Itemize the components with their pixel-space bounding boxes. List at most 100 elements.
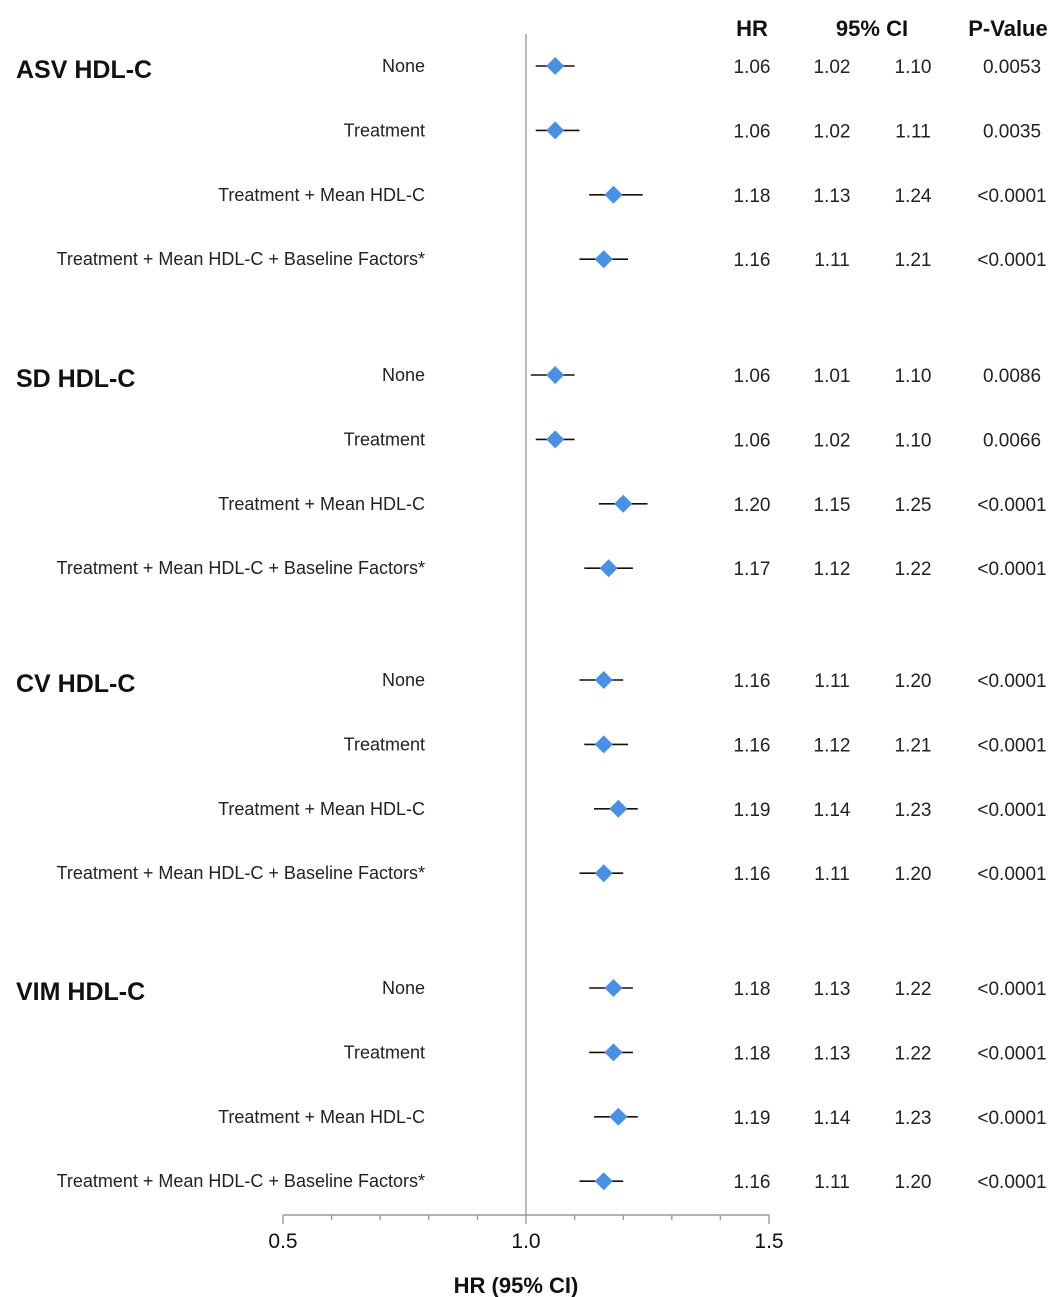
ci-upper-value: 1.21 [895, 735, 932, 756]
ci-lower-value: 1.12 [814, 735, 851, 756]
ci-upper-value: 1.11 [895, 121, 931, 142]
adjustment-label: Treatment + Mean HDL-C + Baseline Factor… [57, 863, 425, 883]
ci-upper-value: 1.10 [895, 366, 932, 387]
hr-marker [594, 1172, 613, 1191]
p-value: 0.0086 [983, 366, 1041, 387]
hr-value: 1.18 [734, 186, 771, 207]
adjustment-label: None [382, 56, 425, 76]
forest-row: Treatment + Mean HDL-C + Baseline Factor… [57, 1171, 1047, 1193]
hr-value: 1.16 [734, 671, 771, 692]
hr-value: 1.06 [734, 366, 771, 387]
group-title: CV HDL-C [16, 670, 135, 698]
forest-row: Treatment + Mean HDL-C + Baseline Factor… [57, 249, 1047, 271]
hr-marker [546, 57, 565, 75]
ci-lower-value: 1.02 [814, 57, 851, 78]
forest-row: Treatment 1.16 1.12 1.21 <0.0001 [344, 734, 1047, 756]
forest-row: None 1.06 1.01 1.10 0.0086 [382, 365, 1041, 387]
adjustment-label: Treatment + Mean HDL-C [218, 1107, 425, 1127]
ci-upper-value: 1.24 [895, 186, 932, 207]
ci-lower-value: 1.11 [814, 250, 850, 271]
p-value: <0.0001 [977, 495, 1046, 516]
group-title: VIM HDL-C [16, 978, 145, 1006]
p-value: <0.0001 [977, 1043, 1046, 1064]
hr-marker [546, 121, 565, 140]
adjustment-label: Treatment + Mean HDL-C + Baseline Factor… [57, 558, 425, 578]
hr-value: 1.18 [734, 979, 771, 1000]
forest-row: Treatment 1.06 1.02 1.11 0.0035 [344, 120, 1041, 142]
ci-upper-value: 1.10 [895, 430, 932, 451]
adjustment-label: Treatment [344, 1042, 425, 1062]
hr-value: 1.06 [734, 430, 771, 451]
p-value: 0.0053 [983, 57, 1041, 78]
forest-row: None 1.18 1.13 1.22 <0.0001 [382, 978, 1047, 1000]
hr-marker [594, 864, 613, 883]
p-value: <0.0001 [977, 250, 1046, 271]
ci-lower-value: 1.12 [814, 559, 851, 580]
ci-upper-value: 1.21 [895, 250, 932, 271]
hr-value: 1.20 [734, 495, 771, 516]
adjustment-label: Treatment + Mean HDL-C + Baseline Factor… [57, 1171, 425, 1191]
ci-upper-value: 1.22 [895, 1043, 932, 1064]
x-tick-label: 0.5 [268, 1230, 297, 1253]
ci-upper-value: 1.22 [895, 979, 932, 1000]
forest-row: Treatment + Mean HDL-C 1.19 1.14 1.23 <0.000… [218, 799, 1047, 821]
ci-upper-value: 1.10 [895, 57, 932, 78]
adjustment-label: None [382, 670, 425, 690]
header-p-value: P-Value [968, 16, 1047, 41]
p-value: <0.0001 [977, 559, 1046, 580]
hr-marker [614, 494, 633, 513]
forest-row: Treatment + Mean HDL-C + Baseline Factor… [57, 558, 1047, 580]
forest-row: Treatment + Mean HDL-C + Baseline Factor… [57, 863, 1047, 885]
hr-value: 1.17 [734, 559, 771, 580]
p-value: <0.0001 [977, 864, 1046, 885]
p-value: <0.0001 [977, 186, 1046, 207]
hr-marker [594, 671, 613, 689]
p-value: <0.0001 [977, 671, 1046, 692]
forest-row: Treatment + Mean HDL-C 1.19 1.14 1.23 <0.000… [218, 1107, 1047, 1129]
hr-marker [594, 250, 613, 269]
p-value: <0.0001 [977, 979, 1046, 1000]
hr-value: 1.16 [734, 250, 771, 271]
p-value: 0.0035 [983, 121, 1041, 142]
hr-value: 1.06 [734, 121, 771, 142]
ci-lower-value: 1.14 [814, 800, 851, 821]
p-value: <0.0001 [977, 1108, 1046, 1129]
x-axis-label: HR (95% CI) [454, 1273, 579, 1297]
group-title: SD HDL-C [16, 365, 135, 393]
ci-lower-value: 1.14 [814, 1108, 851, 1129]
ci-upper-value: 1.20 [895, 864, 932, 885]
hr-marker [609, 799, 628, 818]
hr-value: 1.06 [734, 57, 771, 78]
hr-marker [599, 559, 618, 578]
x-tick-label: 1.5 [754, 1230, 783, 1253]
hr-marker [546, 430, 565, 449]
hr-value: 1.16 [734, 864, 771, 885]
header-ci: 95% CI [836, 16, 908, 41]
ci-lower-value: 1.11 [814, 1172, 850, 1193]
ci-lower-value: 1.01 [814, 366, 851, 387]
hr-marker [609, 1107, 628, 1126]
ci-lower-value: 1.15 [814, 495, 851, 516]
forest-row: Treatment + Mean HDL-C 1.20 1.15 1.25 <0.000… [218, 494, 1047, 516]
forest-row: Treatment + Mean HDL-C 1.18 1.13 1.24 <0.000… [218, 185, 1047, 207]
adjustment-label: Treatment + Mean HDL-C [218, 185, 425, 205]
hr-marker [594, 735, 613, 754]
adjustment-label: Treatment [344, 734, 425, 754]
x-tick-label: 1.0 [511, 1230, 540, 1253]
hr-value: 1.19 [734, 1108, 771, 1129]
forest-row: None 1.06 1.02 1.10 0.0053 [382, 56, 1041, 78]
ci-lower-value: 1.13 [814, 1043, 851, 1064]
hr-marker [604, 185, 623, 204]
ci-upper-value: 1.23 [895, 800, 932, 821]
x-axis: 0.5 1.0 1.5 [268, 1214, 784, 1253]
hr-marker [604, 979, 623, 997]
hr-value: 1.16 [734, 735, 771, 756]
forest-row: Treatment 1.18 1.13 1.22 <0.0001 [344, 1042, 1047, 1064]
ci-upper-value: 1.20 [895, 671, 932, 692]
group-title: ASV HDL-C [16, 56, 152, 84]
ci-upper-value: 1.20 [895, 1172, 932, 1193]
forest-row: None 1.16 1.11 1.20 <0.0001 [382, 670, 1047, 692]
ci-lower-value: 1.13 [814, 186, 851, 207]
ci-lower-value: 1.02 [814, 121, 851, 142]
